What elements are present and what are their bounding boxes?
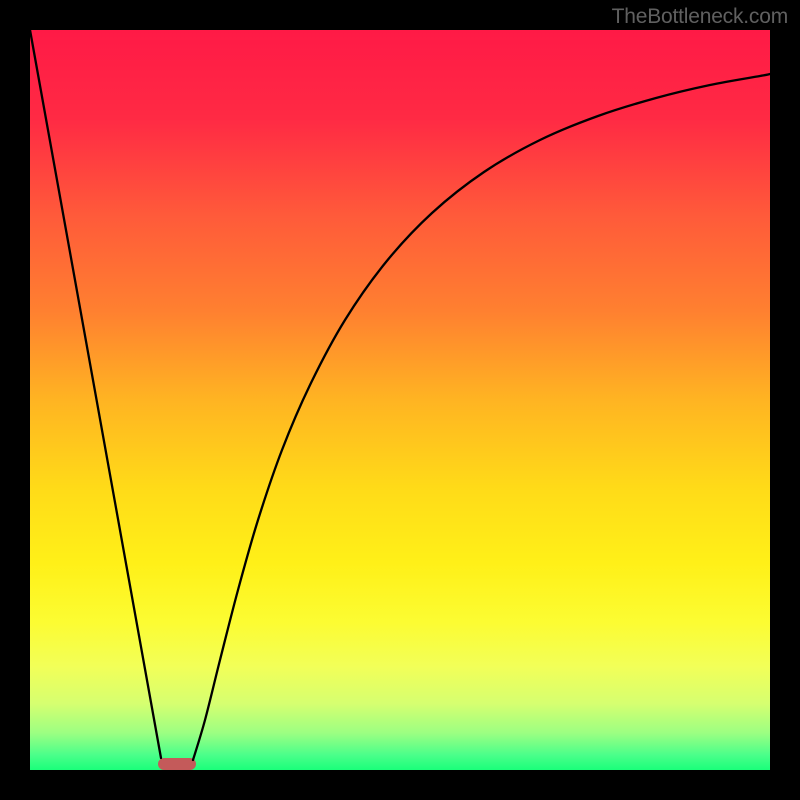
watermark-text: TheBottleneck.com (612, 5, 788, 29)
bottleneck-marker (158, 758, 196, 770)
chart-container: TheBottleneck.com (0, 0, 800, 800)
chart-svg (0, 0, 800, 800)
chart-background (30, 30, 770, 770)
